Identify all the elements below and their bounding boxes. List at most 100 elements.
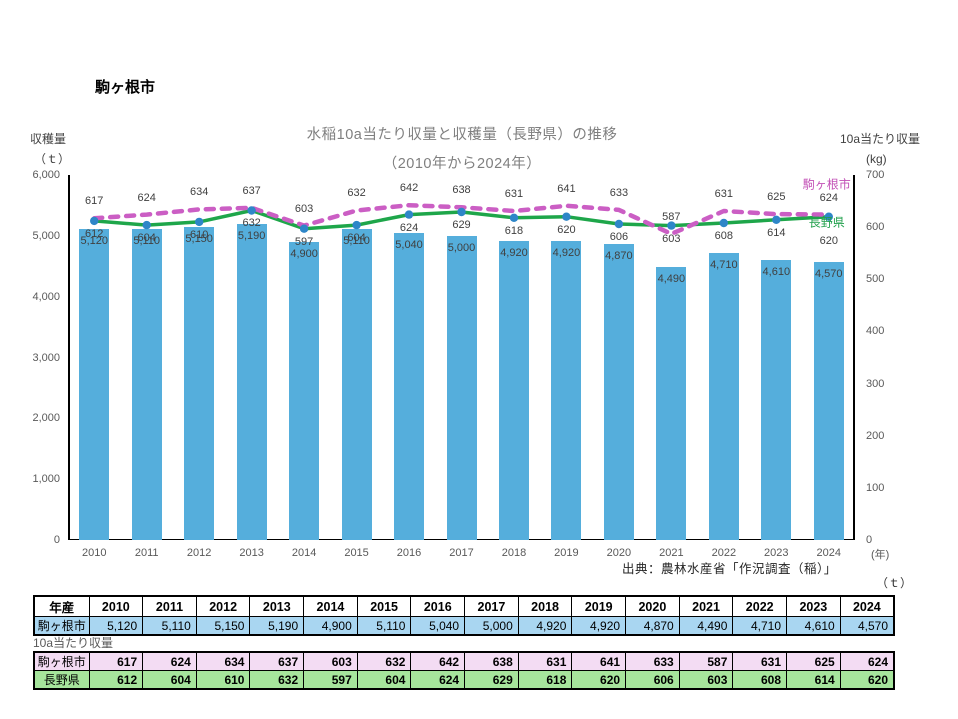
left-axis-tick: 0 [53, 534, 60, 546]
year-header-cell: 2014 [303, 595, 358, 617]
yield-value-cell: 637 [249, 651, 305, 671]
year-header-cell: 2019 [571, 595, 627, 617]
x-axis-label-2022: 2022 [711, 547, 737, 559]
harvest-value-cell: 5,110 [356, 616, 412, 636]
nagano-marker [352, 220, 361, 230]
harvest-table: 年産 2010 2011 2012 2013 2014 2015 2016 2017 2018 20… [33, 595, 895, 636]
komagane-yield-label: 633 [609, 186, 629, 199]
nagano-yield-label: 612 [85, 227, 104, 240]
nagano-yield-label: 620 [819, 234, 838, 247]
chart-title-line1: 水稲10a当たり収量と収穫量（長野県）の推移 [306, 127, 618, 143]
bar-2023 [761, 259, 792, 540]
yield-value-cell: 634 [195, 651, 251, 671]
right-axis-tick: 200 [866, 429, 885, 442]
x-axis-label-2023: 2023 [764, 547, 789, 559]
harvest-bar-label: 4,920 [500, 246, 528, 259]
komagane-yield-label: 642 [399, 182, 419, 195]
x-axis-label-2020: 2020 [606, 547, 632, 559]
year-header-cell: 2020 [625, 595, 680, 617]
yield-value-cell: 603 [303, 651, 358, 671]
harvest-bar-label: 5,120 [80, 234, 108, 247]
komagane-yield-label: 637 [242, 184, 261, 197]
yield-value-cell: 624 [839, 651, 895, 671]
harvest-bar-label: 4,870 [605, 249, 633, 262]
right-axis-caption: 10a当たり収量 [840, 132, 921, 146]
komagane-yield-label: 634 [189, 186, 209, 199]
nagano-yield-label: 604 [347, 232, 366, 245]
yield-value-cell: 620 [571, 670, 627, 690]
harvest-value-cell: 5,120 [88, 616, 144, 636]
nagano-marker [772, 215, 781, 224]
nagano-marker [614, 219, 624, 229]
komagane-yield-label: 624 [819, 191, 838, 204]
harvest-table-row: 駒ヶ根市 5,120 5,110 5,150 5,190 4,900 5,110 5,040 5… [33, 616, 895, 636]
series-label-komagane: 駒ヶ根市 [802, 177, 851, 192]
yield-value-cell: 604 [356, 670, 412, 690]
nagano-yield-label: 614 [767, 226, 786, 239]
yield-value-cell: 597 [303, 670, 358, 690]
table-unit-label: （ｔ） [876, 576, 913, 590]
yield-value-cell: 625 [786, 651, 841, 671]
source-citation: 出典：農林水産省「作況調査（稲）」 [622, 562, 837, 576]
yield-value-cell: 632 [249, 670, 305, 690]
harvest-value-cell: 5,190 [249, 616, 305, 636]
yield-value-cell: 641 [571, 651, 627, 671]
harvest-bar-label: 4,710 [710, 259, 738, 272]
nagano-yield-label: 624 [399, 221, 419, 234]
x-axis-unit-label: (年) [871, 549, 890, 561]
bar-2024 [813, 261, 844, 540]
nagano-yield-label: 603 [662, 232, 681, 245]
harvest-value-cell: 5,040 [410, 616, 466, 636]
yield-row-header: 駒ヶ根市 [33, 651, 90, 671]
yield-row-header: 長野県 [33, 670, 90, 690]
harvest-bar-label: 5,000 [447, 241, 476, 254]
bar-2018 [498, 240, 529, 540]
harvest-header-label: 年産 [33, 595, 90, 617]
yield-value-cell: 606 [625, 670, 680, 690]
x-axis-label-2012: 2012 [186, 547, 212, 559]
bar-2011 [131, 229, 162, 540]
nagano-yield-label: 597 [294, 235, 314, 248]
year-header-cell: 2024 [839, 595, 895, 617]
year-header-cell: 2022 [732, 595, 788, 617]
bar-2015 [341, 229, 372, 540]
yield-table: 駒ヶ根市 617 624 634 637 603 632 642 638 631 641 633 587… [33, 651, 895, 690]
nagano-marker [247, 206, 256, 215]
harvest-bar-label: 5,150 [185, 232, 213, 245]
nagano-marker [299, 224, 309, 233]
bar-2016 [394, 233, 425, 540]
nagano-marker [667, 221, 676, 230]
nagano-marker [142, 220, 151, 230]
harvest-bar-label: 5,040 [395, 239, 423, 252]
komagane-yield-label: 617 [85, 195, 104, 208]
right-axis-tick: 500 [866, 273, 885, 286]
right-axis-unit: (kg) [866, 152, 887, 166]
yield-value-cell: 632 [356, 651, 412, 671]
yield-value-cell: 638 [464, 651, 519, 671]
year-header-cell: 2015 [356, 595, 412, 617]
harvest-bar-label: 5,190 [237, 230, 266, 243]
komagane-yield-label: 625 [767, 191, 786, 204]
yield-value-cell: 631 [732, 651, 788, 671]
x-axis-label-2018: 2018 [501, 547, 527, 559]
harvest-value-cell: 5,000 [464, 616, 519, 636]
nagano-marker [90, 216, 99, 226]
yield-value-cell: 608 [732, 670, 788, 690]
year-header-cell: 2013 [249, 595, 305, 617]
year-header-cell: 2018 [517, 595, 573, 617]
year-header-cell: 2011 [142, 595, 197, 617]
nagano-yield-label: 629 [452, 219, 471, 232]
yield-table-row: 長野県 612 604 610 632 597 604 624 629 618 620 606 603 6… [33, 670, 895, 690]
left-axis-tick: 6,000 [32, 169, 60, 181]
series-label-nagano: 長野県 [808, 215, 845, 230]
x-axis-label-2015: 2015 [344, 547, 369, 559]
nagano-yield-label: 618 [504, 224, 524, 237]
x-axis-label-2017: 2017 [449, 547, 474, 559]
bar-2020 [603, 243, 634, 540]
nagano-yield-label: 620 [557, 223, 576, 236]
harvest-value-cell: 4,490 [678, 616, 734, 636]
komagane-yield-label: 587 [662, 210, 681, 223]
harvest-bar-label: 4,900 [290, 247, 318, 260]
right-axis-tick: 0 [866, 534, 873, 546]
yield-value-cell: 614 [786, 670, 841, 690]
